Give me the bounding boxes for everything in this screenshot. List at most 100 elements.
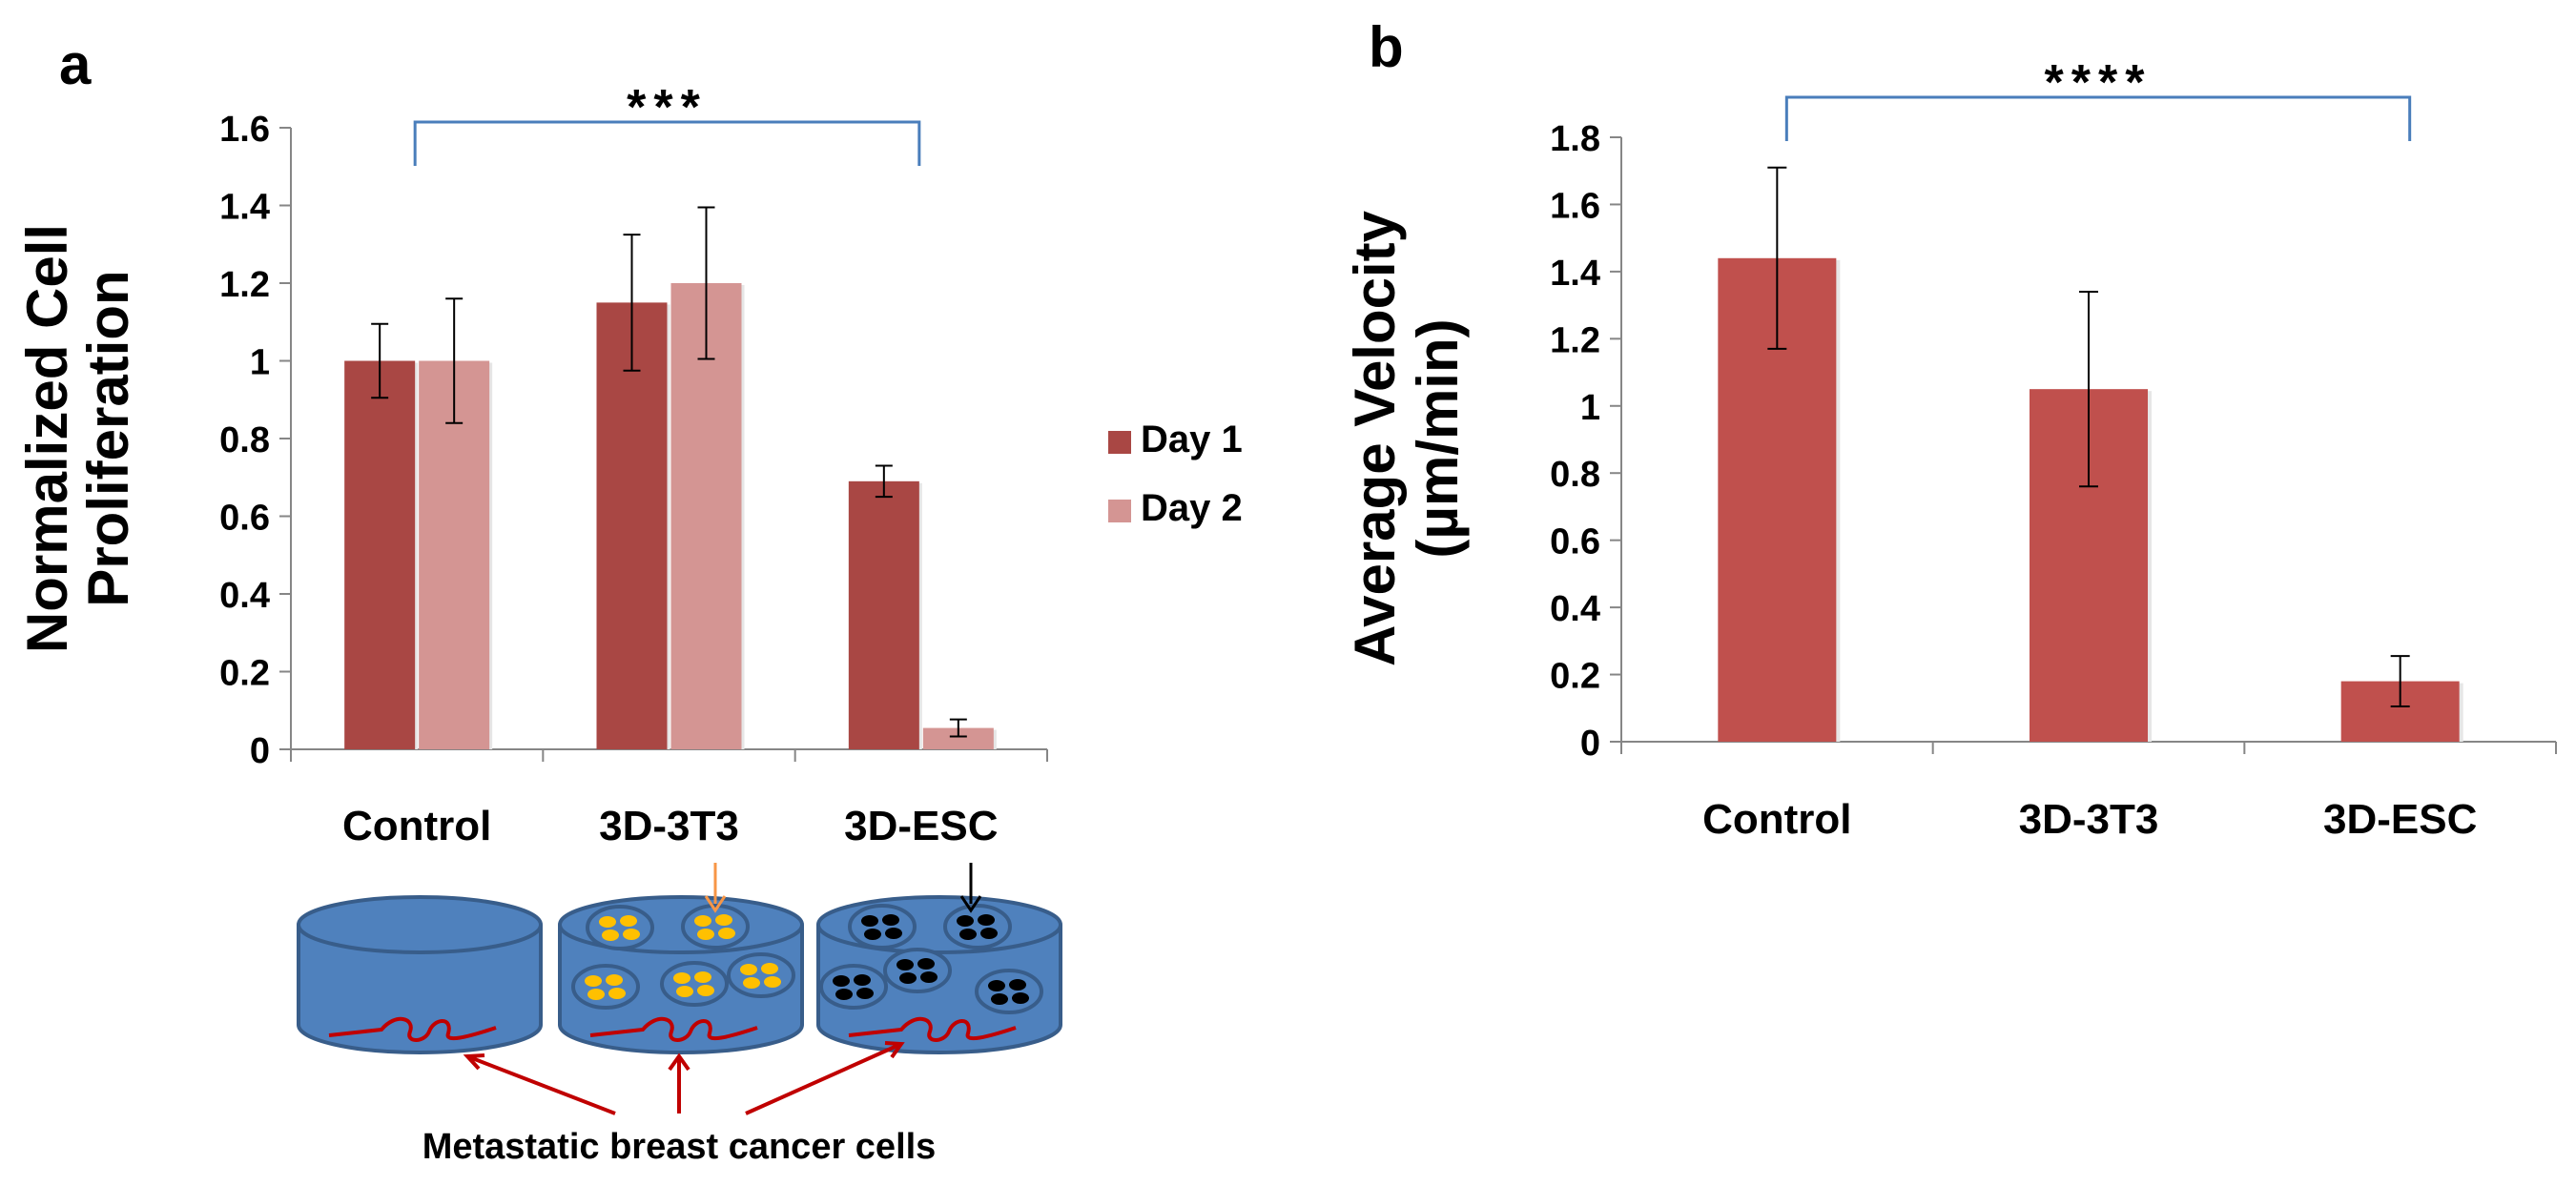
feeder-cell-dot bbox=[673, 972, 690, 984]
feeder-cell-dot bbox=[988, 980, 1005, 991]
feeder-cell-pocket bbox=[727, 952, 795, 998]
feeder-cell-dot bbox=[856, 988, 874, 999]
feeder-cell-dot bbox=[587, 989, 605, 1000]
scaffold-control-body bbox=[297, 925, 543, 1054]
a-y-tick-label: 1 bbox=[250, 343, 270, 383]
chart-a: 0 0.2 0.4 0.6 0.8 1 1.2 1.4 1.6 Control 3D-3T3 3D-E… bbox=[15, 80, 1243, 849]
b-y-tick-label: 1.6 bbox=[1550, 186, 1600, 226]
illustration-caption: Metastatic breast cancer cells bbox=[422, 1127, 937, 1167]
a-significance-bracket bbox=[413, 120, 921, 166]
feeder-cell-dot bbox=[761, 963, 778, 974]
feeder-cell-dot bbox=[694, 915, 711, 927]
b-category-label: 3D-ESC bbox=[2323, 796, 2477, 843]
feeder-cell-dot bbox=[959, 929, 977, 940]
feeder-cell-dot bbox=[896, 959, 914, 970]
feeder-cell-pocket bbox=[943, 904, 1012, 950]
a-y-tick-label: 0.8 bbox=[219, 420, 270, 460]
feeder-cell-dot bbox=[1009, 979, 1026, 991]
feeder-cell-pocket bbox=[975, 969, 1043, 1014]
feeder-cell-pocket bbox=[848, 904, 917, 950]
arrow-3t3-head bbox=[704, 895, 727, 913]
feeder-cell-pocket bbox=[586, 905, 654, 950]
b-y-tick-label: 1.8 bbox=[1550, 119, 1600, 159]
a-bar bbox=[419, 360, 490, 749]
scaffold-control-top bbox=[297, 895, 543, 954]
feeder-cell-pocket bbox=[571, 964, 640, 1010]
feeder-cell-pocket bbox=[660, 961, 729, 1007]
a-y-tick-label: 1.6 bbox=[219, 110, 270, 150]
feeder-cell-dot bbox=[885, 928, 902, 939]
a-y-tick-label: 0.2 bbox=[219, 654, 270, 694]
feeder-cell-dot bbox=[835, 989, 853, 1000]
arrow-to-esc-head bbox=[884, 1041, 905, 1059]
a-y-tick-label: 0.6 bbox=[219, 499, 270, 539]
feeder-cell-dot bbox=[854, 974, 871, 986]
a-y-axis-label: Normalized CellProliferation bbox=[15, 224, 140, 653]
a-y-tick-label: 1.4 bbox=[219, 188, 270, 228]
feeder-cell-dot bbox=[694, 971, 711, 983]
feeder-cell-dot bbox=[606, 974, 623, 986]
a-y-tick-label: 0.4 bbox=[219, 576, 270, 616]
a-legend-label: Day 1 bbox=[1141, 419, 1243, 460]
cancer-cell-arrows bbox=[463, 1041, 905, 1115]
feeder-cell-dot bbox=[920, 971, 938, 983]
b-y-tick-label: 1.2 bbox=[1550, 320, 1600, 360]
feeder-cell-dot bbox=[585, 975, 602, 987]
b-category-label: Control bbox=[1702, 796, 1851, 843]
a-category-label: 3D-ESC bbox=[844, 803, 998, 849]
feeder-cell-dot bbox=[743, 977, 760, 989]
cancer-cell-squiggle bbox=[848, 1017, 1017, 1042]
feeder-cell-dot bbox=[991, 993, 1008, 1005]
a-significance-label: *** bbox=[627, 80, 708, 135]
b-significance-label: **** bbox=[2045, 55, 2153, 111]
a-bar bbox=[848, 480, 919, 749]
feeder-cell-dot bbox=[882, 914, 899, 926]
a-bar bbox=[596, 302, 668, 749]
a-bar bbox=[922, 727, 994, 749]
feeder-cells bbox=[571, 904, 1043, 1014]
cancer-cell-squiggle bbox=[589, 1017, 758, 1042]
feeder-cell-dot bbox=[715, 914, 732, 926]
b-significance-bracket bbox=[1784, 95, 2412, 141]
feeder-cell-dot bbox=[861, 915, 878, 927]
cancer-cells bbox=[328, 1017, 1017, 1042]
feeder-cell-dot bbox=[718, 928, 735, 939]
a-legend-label: Day 2 bbox=[1141, 487, 1243, 529]
b-y-axis-label: Average Velocity(µm/min) bbox=[1343, 210, 1470, 666]
panel-b-label: b bbox=[1369, 15, 1404, 79]
arrow-to-control bbox=[466, 1054, 616, 1115]
b-y-tick-label: 0.6 bbox=[1550, 522, 1600, 562]
feeder-cell-dot bbox=[899, 972, 917, 984]
a-bar bbox=[344, 360, 416, 749]
scaffold-illustration: Metastatic breast cancer cells bbox=[297, 863, 1062, 1167]
a-y-tick-label: 0 bbox=[250, 731, 270, 771]
arrow-to-3t3-head bbox=[668, 1052, 690, 1072]
feeder-cell-dot bbox=[957, 915, 974, 927]
feeder-cell-dot bbox=[602, 930, 619, 941]
feeder-cell-dot bbox=[917, 958, 935, 970]
b-y-tick-label: 0.8 bbox=[1550, 455, 1600, 495]
b-category-label: 3D-3T3 bbox=[2019, 796, 2159, 843]
scaffold-control bbox=[297, 895, 543, 1054]
a-category-label: 3D-3T3 bbox=[599, 803, 739, 849]
feeder-cell-dot bbox=[864, 929, 881, 940]
a-y-tick-label: 1.2 bbox=[219, 265, 270, 305]
feeder-cell-dot bbox=[740, 964, 757, 975]
feeder-cell-dot bbox=[833, 975, 850, 987]
a-legend-swatch bbox=[1108, 431, 1131, 454]
panel-a-label: a bbox=[59, 32, 92, 96]
feeder-cell-dot bbox=[697, 985, 714, 996]
feeder-cell-dot bbox=[978, 914, 995, 926]
feeder-cell-pocket bbox=[883, 948, 952, 993]
feeder-cell-dot bbox=[599, 916, 616, 928]
a-bar bbox=[670, 283, 742, 749]
b-y-tick-label: 0.2 bbox=[1550, 657, 1600, 697]
scaffold-esc-body bbox=[816, 925, 1062, 1054]
a-legend-swatch bbox=[1108, 500, 1131, 522]
feeder-cell-pocket bbox=[819, 964, 888, 1010]
arrow-to-control-head bbox=[463, 1053, 485, 1071]
feeder-cell-dot bbox=[764, 976, 781, 988]
b-y-tick-label: 0.4 bbox=[1550, 589, 1600, 629]
feeder-cell-dot bbox=[676, 986, 693, 997]
